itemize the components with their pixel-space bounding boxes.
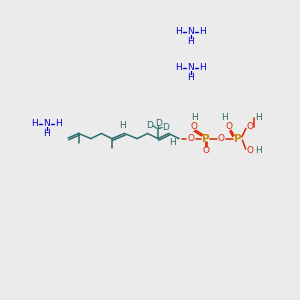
Text: O: O: [202, 146, 209, 155]
Text: D: D: [155, 118, 161, 127]
Text: H: H: [187, 37, 194, 46]
Text: N: N: [187, 63, 194, 72]
Text: H: H: [255, 146, 262, 155]
Text: H: H: [255, 113, 262, 122]
Text: N: N: [187, 27, 194, 36]
Text: O: O: [191, 122, 198, 131]
Text: H: H: [31, 119, 38, 128]
Text: N: N: [43, 119, 50, 128]
Text: H: H: [175, 27, 182, 36]
Text: P: P: [234, 134, 242, 144]
Text: H: H: [43, 129, 50, 138]
Text: H: H: [187, 73, 194, 82]
Text: D: D: [146, 121, 153, 130]
Text: H: H: [55, 119, 62, 128]
Text: H: H: [199, 63, 206, 72]
Text: H: H: [120, 122, 126, 130]
Text: O: O: [188, 134, 195, 143]
Text: H: H: [169, 138, 175, 147]
Text: P: P: [202, 134, 209, 144]
Text: O: O: [225, 122, 232, 131]
Text: H: H: [191, 113, 198, 122]
Text: O: O: [246, 122, 253, 131]
Text: O: O: [218, 134, 225, 143]
Text: O: O: [246, 146, 253, 155]
Text: H: H: [175, 63, 182, 72]
Text: H: H: [199, 27, 206, 36]
Text: D: D: [162, 123, 169, 132]
Text: H: H: [221, 113, 228, 122]
